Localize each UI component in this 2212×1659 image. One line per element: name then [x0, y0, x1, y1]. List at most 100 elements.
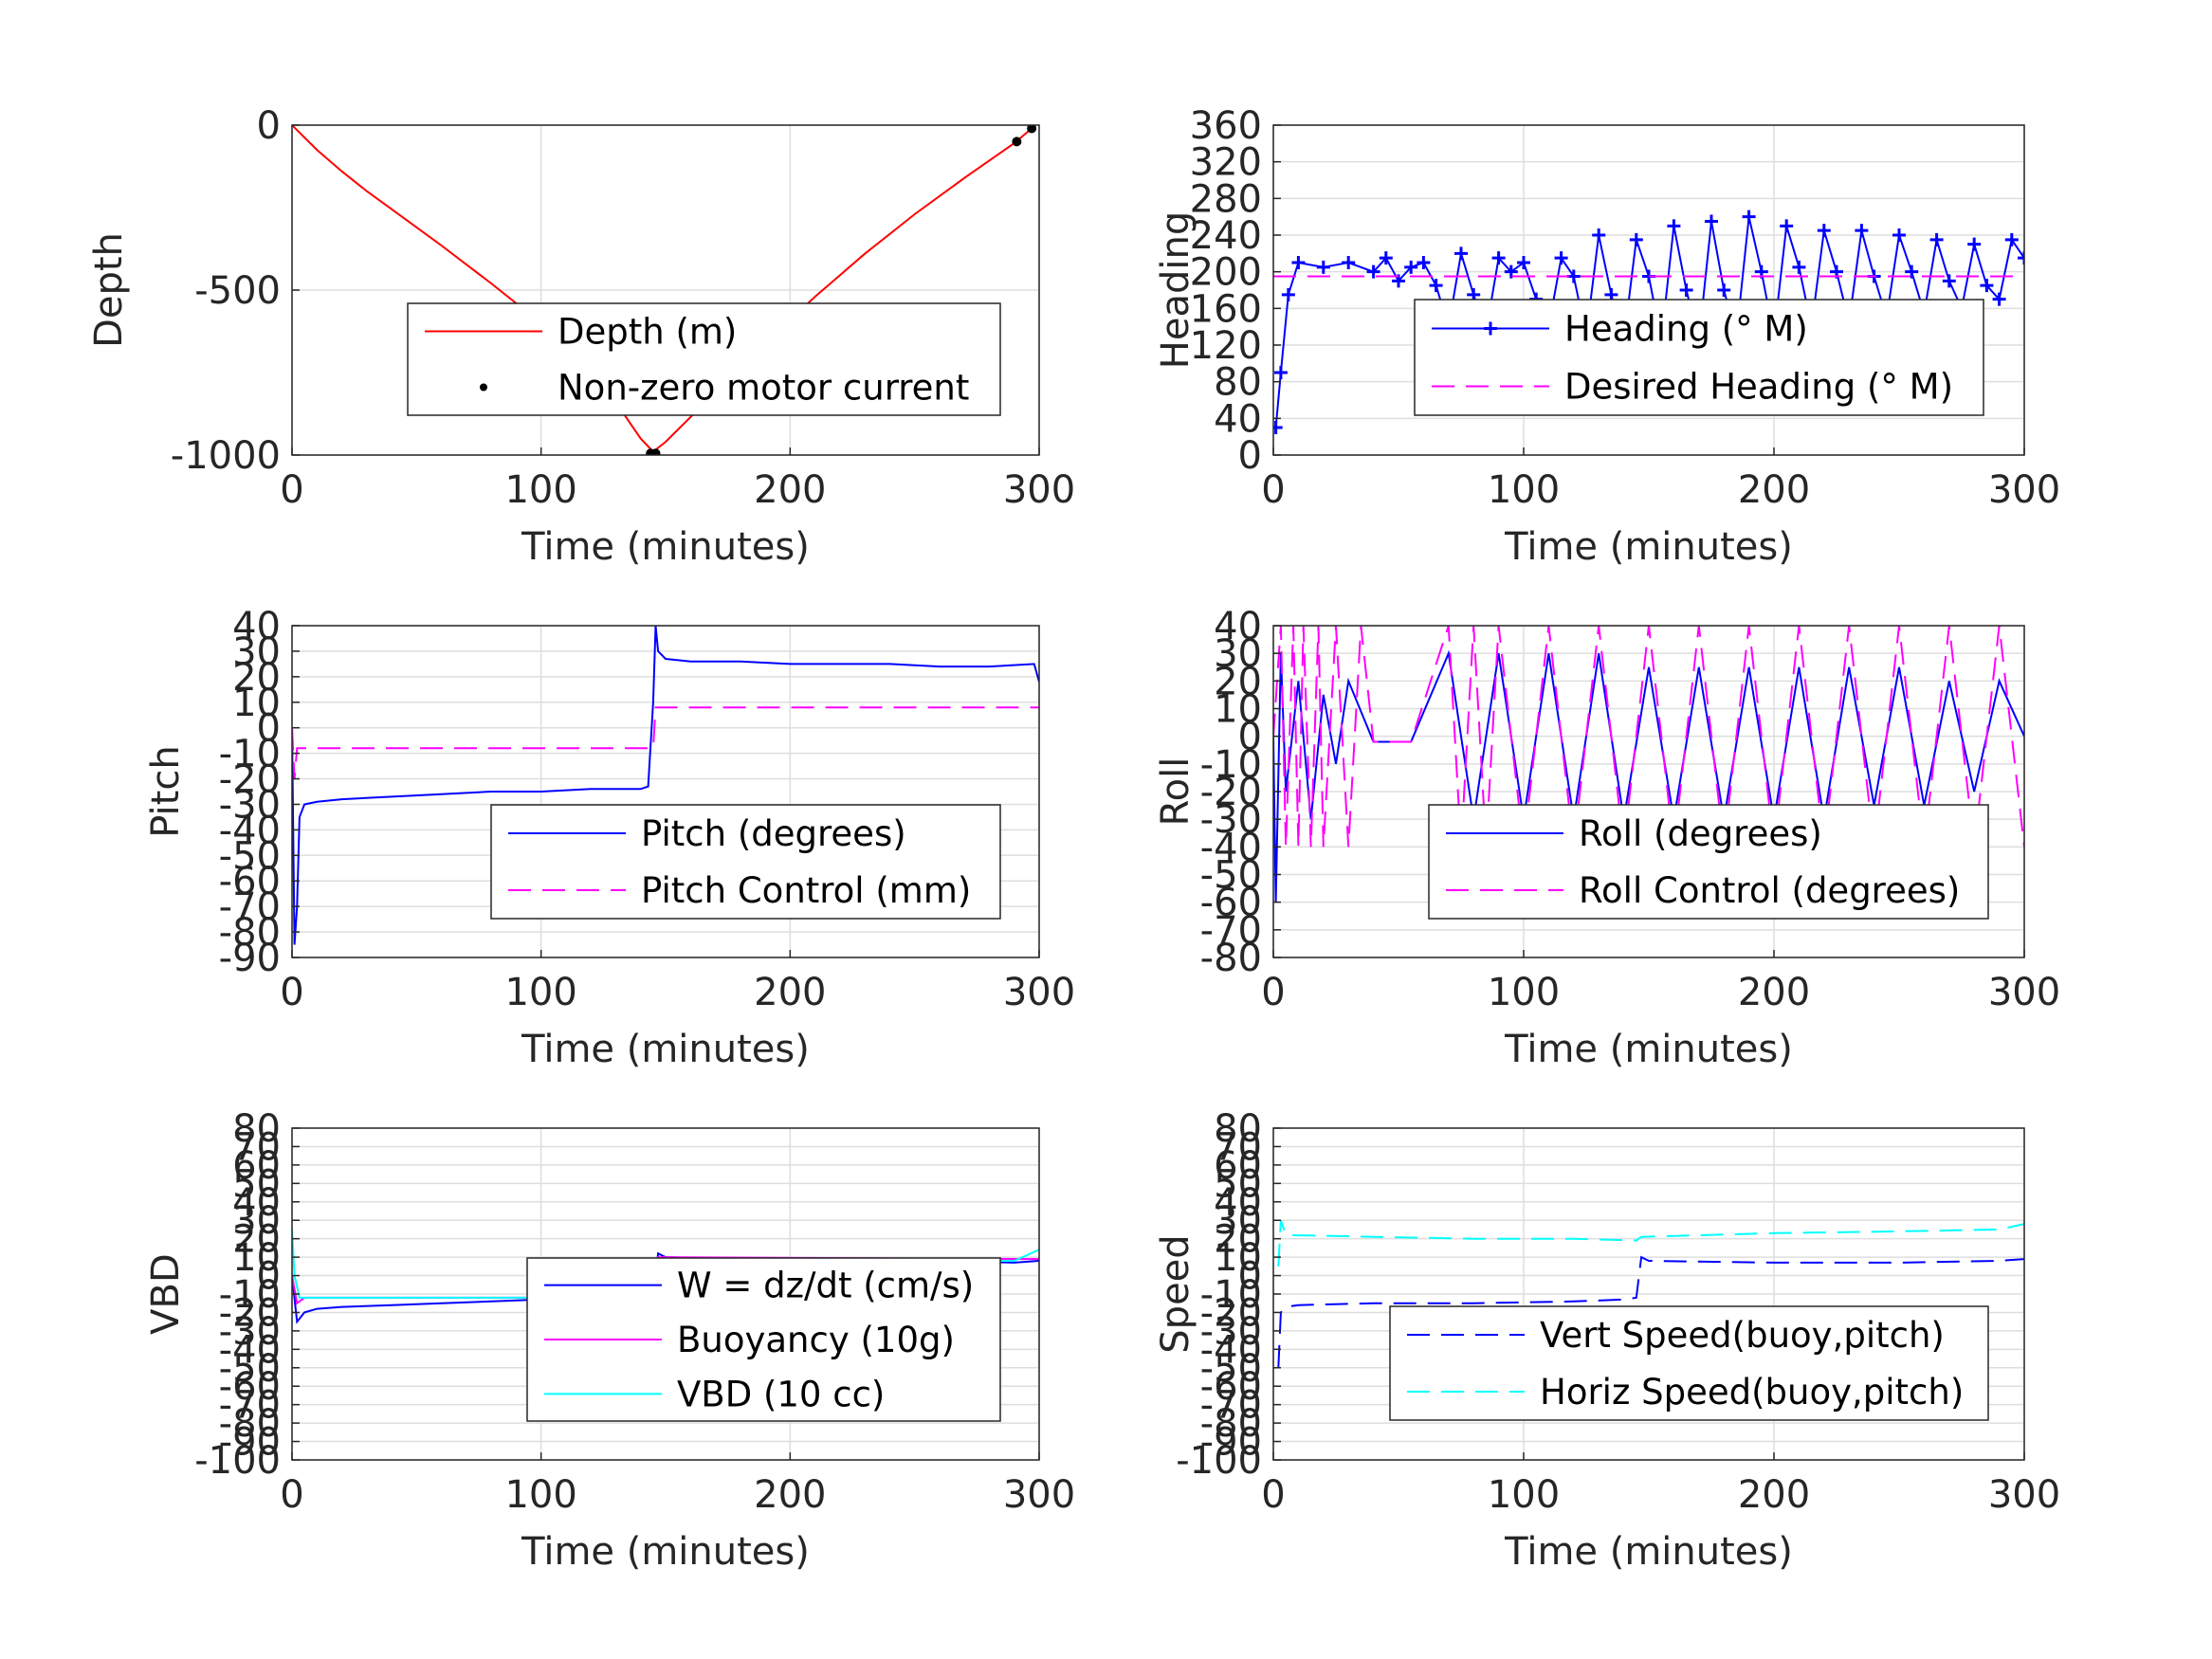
legend-label: W = dz/dt (cm/s)	[677, 1266, 974, 1306]
x-tick-label: 300	[1003, 1473, 1075, 1517]
y-tick-label: -30	[219, 783, 281, 827]
series-marker	[1742, 210, 1756, 224]
series-marker	[1429, 279, 1443, 293]
y-tick-label: 40	[1214, 605, 1262, 648]
series-marker	[1679, 283, 1693, 297]
y-tick-label: 10	[232, 682, 281, 725]
x-tick-label: 300	[1003, 971, 1075, 1014]
series-marker	[1281, 287, 1295, 301]
y-tick-label: -90	[219, 937, 281, 980]
legend-label: Buoyancy (10g)	[677, 1320, 955, 1360]
y-tick-label: -50	[1200, 854, 1262, 898]
legend-label: Roll (degrees)	[1579, 813, 1822, 854]
y-tick-label: 40	[1214, 1181, 1262, 1225]
series-marker	[1992, 292, 2006, 306]
series-marker	[1905, 264, 1919, 279]
y-tick-label: 80	[1214, 1107, 1262, 1151]
series-line-1	[1273, 649, 2024, 902]
y-tick-label: -70	[1200, 1384, 1262, 1428]
series-marker	[1316, 260, 1330, 274]
legend-label: Non-zero motor current	[558, 368, 969, 409]
legend-marker	[1484, 321, 1497, 336]
legend-label: Pitch (degrees)	[641, 813, 906, 854]
y-tick-label: -80	[219, 911, 281, 955]
y-tick-label: -60	[1200, 1365, 1262, 1409]
series-point	[650, 448, 661, 455]
y-axis-label: Roll	[1154, 757, 1197, 827]
x-tick-label: 200	[754, 1473, 826, 1517]
x-tick-label: 300	[1988, 971, 2060, 1014]
y-tick-label: -20	[219, 758, 281, 802]
x-axis-label: Time (minutes)	[1504, 1028, 1793, 1071]
plot-area	[1273, 626, 2024, 902]
panel-6: 0 100 200 300-100-90-80-70-60-50-40-30-20-1…	[1154, 1107, 2060, 1574]
series-line-2	[1277, 1219, 2024, 1267]
series-marker	[1491, 251, 1506, 265]
y-tick-label: -80	[1200, 1402, 1262, 1446]
y-tick-label: 60	[232, 1144, 281, 1188]
series-marker	[1792, 260, 1806, 274]
series-marker	[1366, 264, 1380, 279]
x-tick-label: 100	[1488, 971, 1560, 1014]
series-marker	[1417, 256, 1431, 269]
y-tick-label: 30	[1214, 632, 1262, 676]
x-tick-label: 200	[754, 468, 826, 512]
legend-label: Pitch Control (mm)	[641, 870, 971, 911]
y-tick-label: 30	[232, 630, 281, 674]
series-marker	[1855, 224, 1869, 238]
y-tick-label: -20	[1200, 1291, 1262, 1335]
x-tick-label: 100	[1488, 468, 1560, 512]
y-tick-label: -40	[1200, 1328, 1262, 1372]
y-tick-label: -30	[219, 1310, 281, 1354]
y-tick-label: 20	[232, 1218, 281, 1262]
series-marker	[1379, 251, 1393, 265]
y-tick-label: 320	[1190, 141, 1262, 185]
y-axis-label: Depth	[87, 232, 131, 348]
y-tick-label: 30	[1214, 1199, 1262, 1243]
legend-label: Roll Control (degrees)	[1579, 870, 1960, 911]
y-tick-label: -30	[1200, 798, 1262, 842]
legend-box	[1414, 299, 1984, 416]
y-tick-label: -20	[219, 1291, 281, 1335]
y-tick-label: -40	[219, 1328, 281, 1372]
x-tick-label: 300	[1988, 1473, 2060, 1517]
y-tick-label: 0	[257, 1255, 281, 1299]
y-tick-label: -10	[1200, 1273, 1262, 1317]
y-tick-label: 20	[1214, 1218, 1262, 1262]
y-tick-label: -50	[1200, 1347, 1262, 1391]
y-axis-label: VBD	[144, 1253, 188, 1335]
y-axis-label: Speed	[1154, 1234, 1197, 1353]
x-tick-label: 100	[504, 971, 576, 1014]
panel-3: 0 100 200 300-90-80-70-60-50-40-30-20-10010…	[144, 605, 1075, 1071]
y-tick-label: -100	[194, 1439, 281, 1483]
y-axis-label: Pitch	[144, 745, 188, 837]
y-tick-label: 80	[232, 1107, 281, 1151]
y-tick-label: 30	[232, 1199, 281, 1243]
x-tick-label: 0	[1261, 1473, 1285, 1517]
axes-box	[1272, 124, 2025, 456]
y-tick-label: -90	[219, 1421, 281, 1465]
y-tick-label: 200	[1190, 251, 1262, 295]
y-axis-label: Heading	[1154, 211, 1197, 369]
x-tick-label: 100	[504, 1473, 576, 1517]
y-tick-label: 10	[232, 1236, 281, 1280]
y-tick-label: 10	[1214, 1236, 1262, 1280]
panel-2: 0 100 200 30004080120160200240280320360Time…	[1154, 104, 2060, 569]
legend-label: Horiz Speed(buoy,pitch)	[1540, 1372, 1964, 1413]
legend-box	[407, 302, 1001, 416]
panel-4: 0 100 200 300-80-70-60-50-40-30-20-10010203…	[1154, 605, 2060, 1071]
x-tick-label: 0	[280, 1473, 303, 1517]
series-marker	[1717, 283, 1731, 297]
y-tick-label: -500	[194, 269, 281, 313]
y-tick-label: -60	[219, 1365, 281, 1409]
y-tick-label: -70	[219, 1384, 281, 1428]
legend-box	[490, 804, 1001, 920]
y-tick-label: -40	[1200, 826, 1262, 869]
series-marker	[1454, 246, 1468, 261]
panel-1: 0 100 200 300 -1000 -500 0 Time (minutes) Depth D…	[87, 104, 1075, 569]
y-tick-label: -90	[1200, 1421, 1262, 1465]
axes-box	[291, 625, 1040, 958]
y-tick-label: -70	[1200, 909, 1262, 953]
y-tick-label: -40	[219, 809, 281, 852]
